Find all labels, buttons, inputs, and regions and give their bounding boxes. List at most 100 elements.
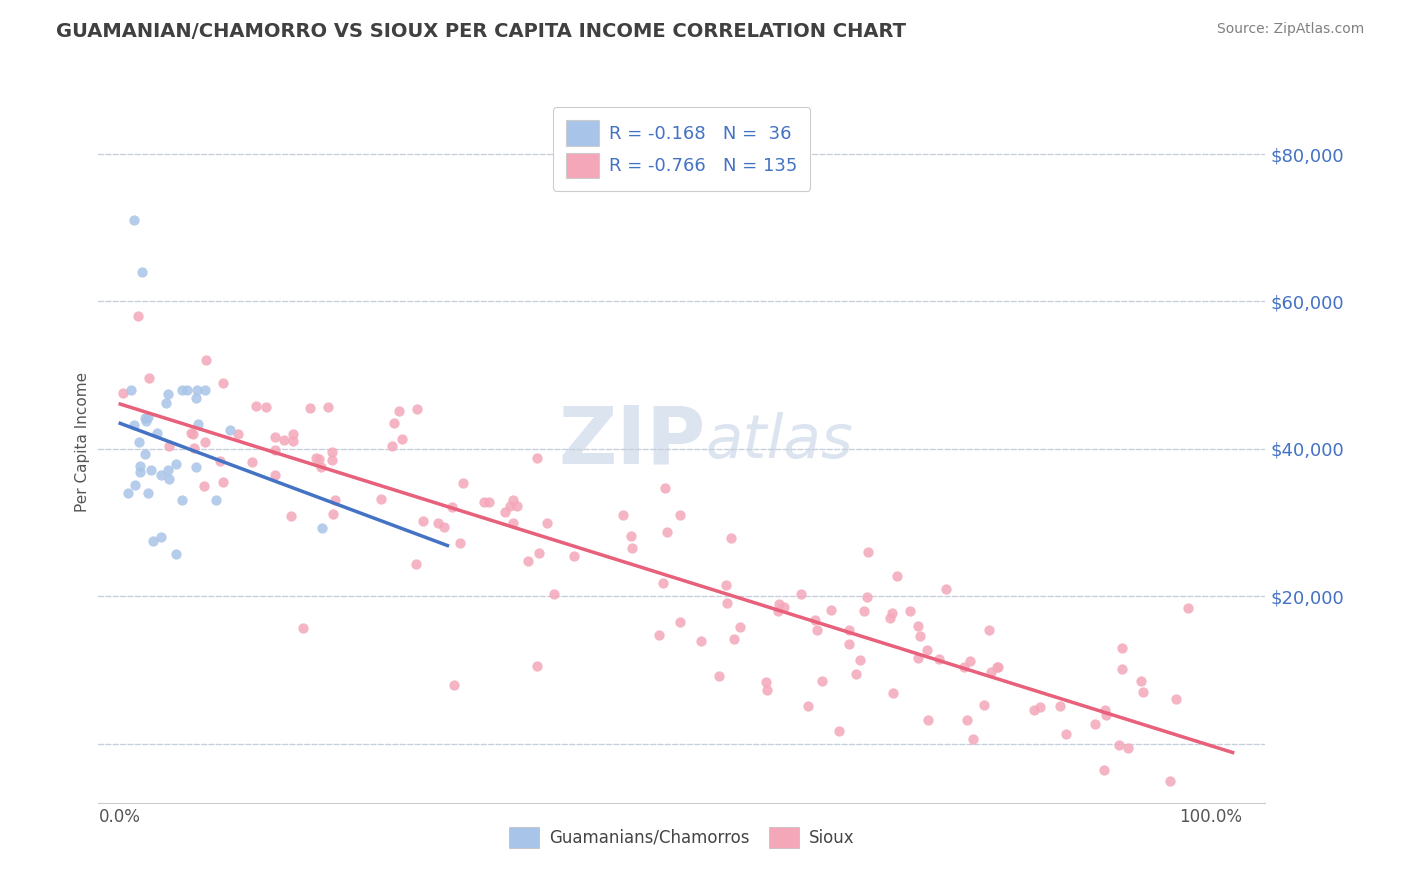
Point bbox=[136, 485, 159, 500]
Point bbox=[281, 426, 304, 441]
Point bbox=[472, 494, 495, 508]
Point bbox=[1159, 773, 1181, 788]
Point bbox=[273, 433, 295, 447]
Point bbox=[245, 399, 267, 413]
Point bbox=[449, 536, 471, 550]
Point bbox=[155, 395, 177, 409]
Point bbox=[124, 213, 146, 227]
Point bbox=[381, 439, 404, 453]
Point bbox=[1029, 699, 1052, 714]
Point bbox=[655, 524, 678, 539]
Point bbox=[654, 482, 676, 496]
Point bbox=[451, 475, 474, 490]
Point bbox=[768, 597, 790, 611]
Point bbox=[648, 628, 671, 642]
Point bbox=[811, 674, 834, 689]
Point bbox=[845, 667, 868, 681]
Point bbox=[806, 623, 828, 637]
Point bbox=[908, 629, 931, 643]
Point bbox=[707, 669, 730, 683]
Point bbox=[157, 463, 180, 477]
Point bbox=[138, 371, 160, 385]
Point bbox=[219, 423, 242, 437]
Point bbox=[205, 493, 228, 508]
Point bbox=[730, 620, 752, 634]
Point bbox=[536, 516, 558, 531]
Point bbox=[526, 451, 548, 466]
Point bbox=[412, 515, 434, 529]
Point bbox=[543, 587, 565, 601]
Point bbox=[962, 731, 984, 746]
Point bbox=[440, 500, 463, 514]
Point bbox=[502, 516, 524, 530]
Point bbox=[1092, 763, 1115, 777]
Point bbox=[187, 417, 209, 431]
Point bbox=[139, 463, 162, 477]
Point bbox=[1177, 600, 1199, 615]
Point bbox=[499, 499, 522, 513]
Text: atlas: atlas bbox=[706, 412, 853, 471]
Point bbox=[281, 434, 304, 449]
Point bbox=[117, 485, 139, 500]
Point bbox=[882, 686, 904, 700]
Point bbox=[120, 383, 142, 397]
Point bbox=[669, 508, 692, 522]
Point bbox=[186, 392, 208, 406]
Point bbox=[907, 619, 929, 633]
Point bbox=[129, 459, 152, 474]
Point bbox=[370, 491, 392, 506]
Point bbox=[838, 637, 860, 651]
Point bbox=[690, 634, 713, 648]
Point bbox=[322, 507, 344, 521]
Point bbox=[150, 529, 173, 543]
Point bbox=[112, 385, 135, 400]
Point bbox=[264, 467, 287, 482]
Point bbox=[157, 472, 180, 486]
Point bbox=[128, 435, 150, 450]
Point bbox=[820, 603, 842, 617]
Point bbox=[280, 508, 302, 523]
Point bbox=[180, 425, 202, 440]
Point bbox=[882, 606, 904, 620]
Point bbox=[131, 265, 153, 279]
Point bbox=[134, 411, 156, 425]
Point bbox=[620, 541, 643, 555]
Point bbox=[194, 435, 217, 450]
Point bbox=[986, 660, 1008, 674]
Point bbox=[720, 531, 742, 545]
Point bbox=[973, 698, 995, 712]
Point bbox=[146, 426, 169, 441]
Point bbox=[987, 660, 1010, 674]
Point bbox=[1111, 662, 1133, 676]
Point bbox=[935, 582, 957, 596]
Point bbox=[426, 516, 449, 530]
Point bbox=[311, 521, 333, 535]
Point bbox=[1132, 685, 1154, 699]
Point bbox=[1166, 692, 1188, 706]
Point bbox=[1095, 707, 1118, 722]
Point bbox=[1056, 727, 1078, 741]
Point bbox=[127, 309, 149, 323]
Point bbox=[443, 677, 465, 691]
Point bbox=[898, 604, 921, 618]
Point bbox=[181, 427, 204, 442]
Point bbox=[716, 596, 738, 610]
Point bbox=[766, 604, 789, 618]
Point bbox=[915, 643, 938, 657]
Point bbox=[305, 450, 328, 465]
Point bbox=[264, 443, 287, 458]
Point bbox=[478, 495, 501, 509]
Point bbox=[391, 432, 413, 446]
Point bbox=[517, 554, 540, 568]
Point bbox=[716, 578, 738, 592]
Point bbox=[165, 457, 187, 471]
Point bbox=[316, 400, 339, 414]
Point bbox=[309, 460, 332, 475]
Point bbox=[291, 621, 314, 635]
Point bbox=[612, 508, 634, 522]
Point bbox=[772, 599, 794, 614]
Point bbox=[879, 611, 901, 625]
Point bbox=[1116, 741, 1139, 756]
Point bbox=[755, 683, 778, 698]
Point bbox=[194, 353, 217, 368]
